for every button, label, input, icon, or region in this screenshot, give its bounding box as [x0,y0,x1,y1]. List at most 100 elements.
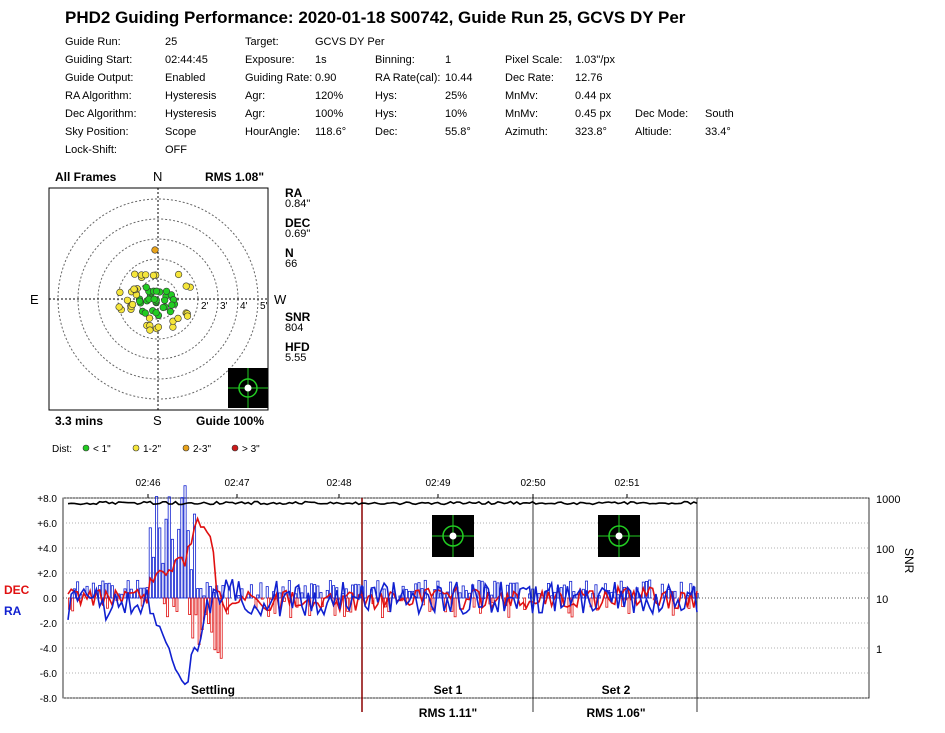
ra-correction-bar [249,584,253,599]
dec-correction-bar [71,597,75,612]
info-label: Exposure: [245,54,295,66]
info-label: Target: [245,36,279,48]
info-value: 0.45 px [575,108,612,120]
scatter-point [166,308,174,316]
stat-value: 5.55 [285,352,307,364]
stat-label: HFD [285,340,310,354]
ring-label-3: 3' [220,301,228,312]
info-label: Altiude: [635,126,672,138]
scatter-point [174,314,182,322]
snr-line [67,500,698,506]
ra-correction-bar [117,593,121,599]
scatter-point [149,271,158,279]
info-value: 118.6° [315,126,347,138]
x-tick-label: 02:47 [224,478,249,489]
info-value: 1 [445,54,452,66]
info-label: MnMv: [505,90,538,102]
snr-tick-label: 1000 [876,494,900,506]
info-label: Lock-Shift: [65,144,117,156]
ra-correction-bar [493,580,497,599]
scatter-point [130,285,138,293]
legend-label: 1-2" [143,444,161,455]
dec-correction-bar [106,597,109,609]
y-tick-label: +6.0 [37,519,57,530]
scatter-point [182,282,190,290]
legend-marker [132,444,140,452]
info-value: South [705,108,734,120]
scatter-point [131,270,139,278]
info-label: Dec Algorithm: [65,108,137,120]
ra-correction-bar [569,580,573,599]
east-label: E [30,292,39,307]
info-value: 120% [315,90,344,102]
ra-correction-bar [237,595,241,599]
info-label: Azimuth: [505,126,548,138]
dec-correction-bar [605,597,609,608]
scatter-point [142,271,150,279]
info-value: Hysteresis [165,90,217,102]
ra-correction-bar [98,585,102,599]
ra-correction-bar [407,590,411,599]
legend-marker [82,444,90,452]
legend-label: > 3" [242,444,260,455]
stat-value: 0.69" [285,228,311,240]
ra-correction-bar [309,583,313,599]
info-value: Hysteresis [165,108,217,120]
scatter-point [141,309,149,317]
scatter-point [115,303,123,311]
ra-correction-bar [167,496,171,599]
x-tick-label: 02:49 [425,478,450,489]
y-tick-label: +4.0 [37,544,57,555]
stat-label: RA [285,186,303,200]
dec-correction-bar [188,597,192,615]
ra-correction-bar [667,589,671,599]
stat-hfd: HFD 5.55 [285,340,310,364]
ra-correction-bar [673,590,677,599]
info-label: Pixel Scale: [505,54,563,66]
ra-correction-bar [110,585,114,599]
ra-correction-bar [531,588,535,599]
info-label: Guiding Start: [65,54,133,66]
scatter-point [175,270,183,279]
ra-correction-bar [136,579,140,599]
ra-correction-bar [562,584,566,599]
info-label: Guide Output: [65,72,134,84]
info-label: Hys: [375,90,397,102]
ra-correction-bar [76,581,80,599]
series-label-ra: RA [4,604,22,618]
info-value: 1.03"/px [575,54,615,66]
ra-correction-bar [183,485,187,599]
dec-correction-bar [627,597,631,614]
scatter-points [115,246,194,334]
ring-label-5: 5' [260,301,268,312]
snr-tick-label: 10 [876,594,888,606]
stat-label: N [285,246,294,260]
info-value: 0.90 [315,72,337,84]
stat-label: SNR [285,310,311,324]
scatter-point [154,323,162,331]
ra-correction-bar [104,583,108,599]
snr-tick-label: 100 [876,544,894,556]
distance-legend: < 1" 1-2" 2-3" > 3" [82,444,260,455]
star-thumbnail [228,368,268,408]
legend-label: 2-3" [193,444,211,455]
info-value: 33.4° [705,126,731,138]
section-rms: RMS 1.06" [586,706,645,720]
y-tick-label: 0.0 [43,594,57,605]
ra-correction-bar [142,587,146,599]
thumb-star [449,532,457,540]
dec-correction-bar [444,597,448,613]
star-thumbnail [432,515,474,557]
ra-correction-bar [376,580,380,599]
ra-correction-bar [158,527,162,599]
dec-correction-bar [194,597,198,616]
ra-correction-bar [180,497,184,599]
info-value: 25 [165,36,178,48]
info-label: MnMv: [505,108,538,120]
legend-marker [231,444,239,452]
ra-correction-bar [177,528,181,599]
ra-correction-bar [278,592,282,599]
stat-ra: RA 0.84" [285,186,310,210]
scatter-point [129,300,137,309]
guiding-time-chart: +8.0 +6.0 +4.0 +2.0 0.0 -2.0 -4.0 -6.0 -8.0 02:46… [4,478,916,720]
